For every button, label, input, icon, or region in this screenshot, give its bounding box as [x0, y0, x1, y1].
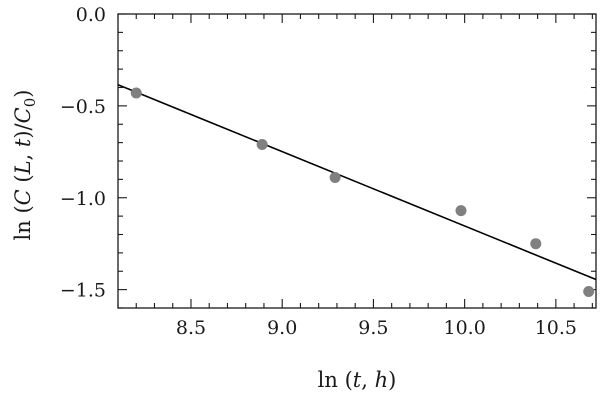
x-tick-label: 10.5	[535, 317, 577, 339]
y-tick-label: −1.5	[60, 280, 106, 302]
x-axis-label: ln (t, h)	[318, 368, 397, 392]
fit-line	[117, 84, 597, 281]
y-tick-label: 0.0	[76, 4, 106, 26]
data-point	[329, 172, 341, 184]
y-tick-label: −1.0	[60, 188, 106, 210]
x-tick-label: 9.0	[267, 317, 297, 339]
plot-frame	[117, 13, 597, 309]
x-tick-label: 8.5	[176, 317, 206, 339]
x-tick-label: 9.5	[358, 317, 388, 339]
data-point	[530, 238, 542, 250]
data-points	[130, 87, 595, 297]
data-point	[130, 87, 142, 99]
data-point	[455, 205, 467, 217]
y-ticks: 0.0 −0.5 −1.0 −1.5	[60, 4, 596, 309]
y-axis-label: ln (C (L, t)/C0)	[11, 90, 39, 241]
data-point	[256, 138, 268, 150]
data-point	[583, 285, 595, 297]
y-tick-label: −0.5	[60, 96, 106, 118]
x-ticks: 8.5 9.0 9.5 10.0 10.5	[117, 14, 593, 339]
fit-line-group	[117, 84, 597, 281]
x-tick-label: 10.0	[443, 317, 485, 339]
plot-border	[117, 13, 597, 309]
